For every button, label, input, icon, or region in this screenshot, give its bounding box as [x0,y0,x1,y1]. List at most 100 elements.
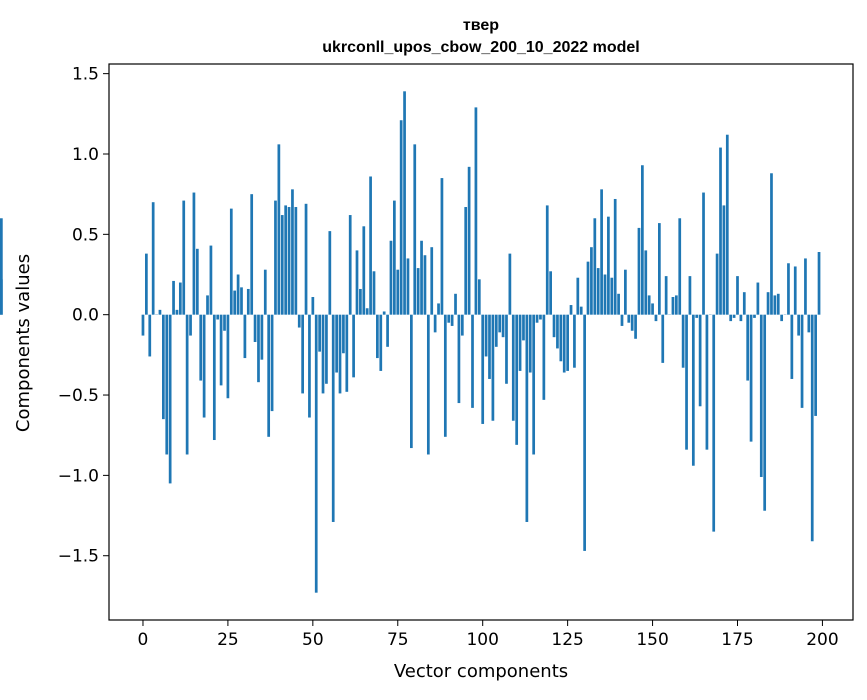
bar [366,308,369,314]
bar [641,165,644,314]
bar [294,207,297,315]
bar [356,250,359,314]
x-tick-label: 75 [387,630,409,650]
bar [264,270,267,315]
bar [702,193,705,315]
bar [797,315,800,336]
bar [447,315,450,323]
bar [485,315,488,357]
y-tick-label: 1.0 [72,145,99,165]
bar [182,201,185,315]
bar [689,276,692,315]
bar [417,268,420,315]
chart-title: твер [463,17,499,34]
bar [760,315,763,477]
bar [145,254,148,315]
bar [583,315,586,551]
bar [172,281,175,315]
bar [230,209,233,315]
bar [386,315,389,347]
bar [410,315,413,448]
y-tick-label: 0.0 [72,306,99,326]
bar [634,315,637,339]
bar [811,315,814,542]
bar [526,315,529,522]
bar [536,315,539,323]
bar [672,297,675,315]
bar [723,205,726,314]
bar [658,223,661,315]
bar [203,315,206,418]
bar [199,315,202,381]
bar [369,176,372,314]
bar [546,205,549,314]
bar [655,315,658,321]
bar [648,295,651,314]
bar [607,217,610,315]
bar [509,254,512,315]
bar [753,315,756,318]
bar [335,315,338,373]
bar [325,315,328,384]
bar [254,315,257,342]
bar [512,315,515,421]
bar [706,315,709,450]
bar [284,205,287,314]
bar [587,262,590,315]
bar [542,315,545,400]
bar [614,199,617,315]
bar [804,258,807,314]
bar [522,315,525,341]
bar [716,254,719,315]
bar [553,315,556,338]
bar [396,270,399,315]
bar [352,315,355,378]
bar [291,189,294,314]
bar [580,307,583,315]
bar [539,315,542,320]
bar [434,315,437,333]
y-tick-label: −0.5 [58,386,99,406]
bar [801,315,804,408]
bar [342,315,345,354]
bar [216,315,219,320]
bar [774,295,777,314]
bar [631,315,634,331]
bar [159,310,162,315]
bar [576,278,579,315]
bar [807,315,810,333]
bar [492,315,495,421]
bar [176,310,179,315]
bar [685,315,688,450]
bar [301,315,304,394]
bar [308,315,311,418]
bar [390,241,393,315]
bar [563,315,566,373]
bar [393,201,396,315]
bar [359,289,362,315]
bar [729,315,732,321]
bar [311,297,314,315]
bar [339,315,342,394]
bar [240,287,243,314]
y-axis-label: Components values [13,254,34,432]
bar [787,263,790,314]
bar [488,315,491,379]
bar [189,315,192,336]
bar [678,218,681,314]
bar [750,315,753,442]
bar [621,315,624,326]
bar [281,215,284,315]
bar [767,292,770,315]
bar [227,315,230,399]
bar [322,315,325,394]
bar [814,315,817,416]
bar [318,315,321,352]
x-tick-label: 200 [806,630,838,650]
bar [142,315,145,336]
bar [424,255,427,314]
bar [519,315,522,371]
bar [261,315,264,360]
bar [349,215,352,315]
